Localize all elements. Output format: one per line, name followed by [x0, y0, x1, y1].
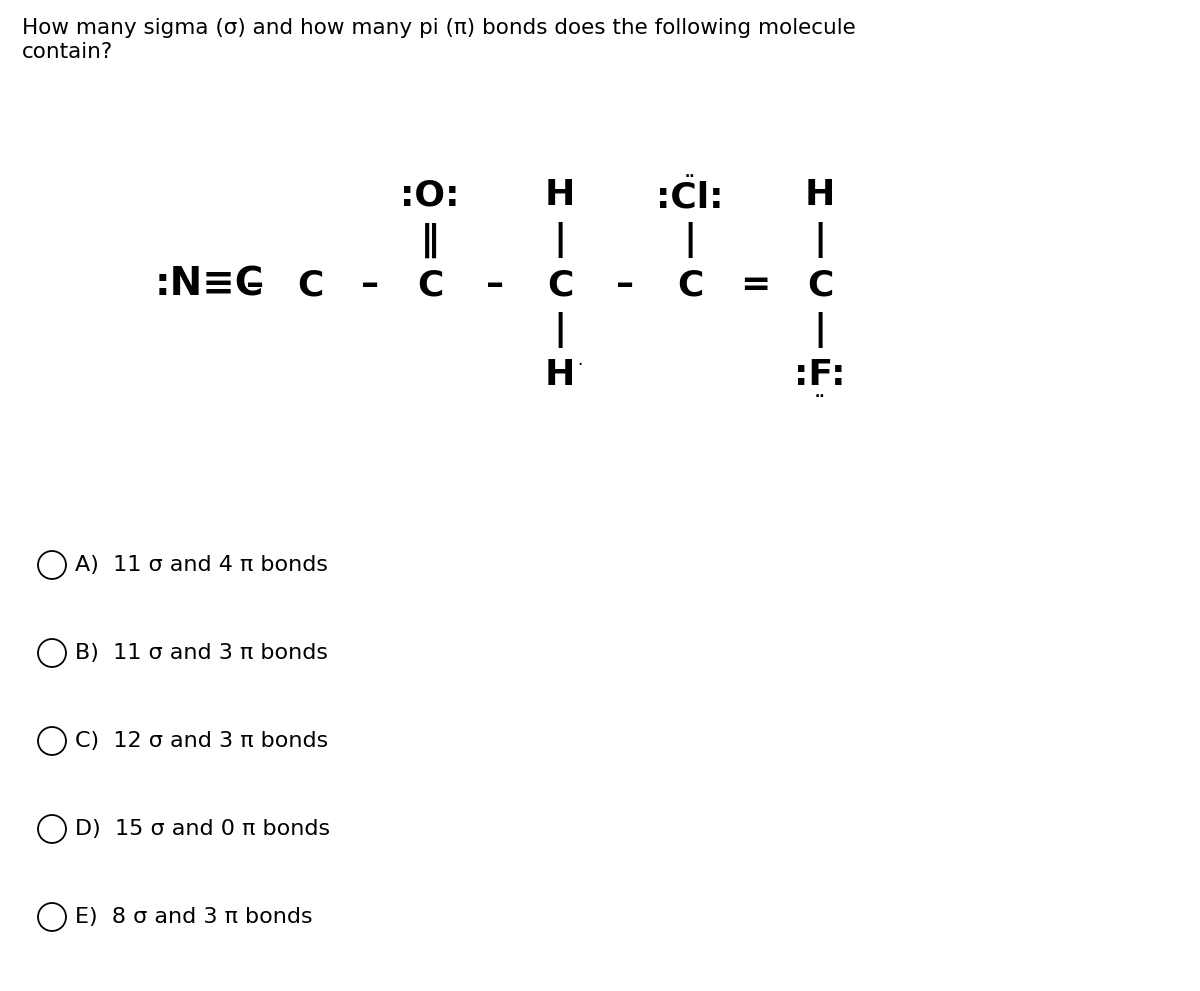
Text: :O:: :O: — [401, 178, 460, 212]
Text: :F:: :F: — [794, 358, 846, 392]
Text: B)  11 σ and 3 π bonds: B) 11 σ and 3 π bonds — [74, 643, 328, 663]
Text: =: = — [740, 268, 770, 302]
Text: |: | — [553, 222, 566, 258]
Text: C: C — [806, 268, 833, 302]
Text: |: | — [683, 222, 697, 258]
Text: H: H — [805, 178, 835, 212]
Text: How many sigma (σ) and how many pi (π) bonds does the following molecule: How many sigma (σ) and how many pi (π) b… — [22, 18, 856, 38]
Text: :N≡C: :N≡C — [155, 266, 264, 304]
Text: C: C — [677, 268, 703, 302]
Text: H: H — [545, 358, 575, 392]
Text: .: . — [577, 351, 583, 369]
Text: C)  12 σ and 3 π bonds: C) 12 σ and 3 π bonds — [74, 731, 329, 751]
Text: |: | — [814, 222, 827, 258]
Text: –: – — [616, 268, 634, 302]
Text: ··: ·· — [815, 390, 826, 404]
Text: –: – — [486, 268, 504, 302]
Text: |: | — [814, 312, 827, 348]
Text: –: – — [246, 268, 264, 302]
Text: D)  15 σ and 0 π bonds: D) 15 σ and 0 π bonds — [74, 819, 330, 839]
Text: C: C — [296, 268, 323, 302]
Text: |: | — [553, 312, 566, 348]
Text: C: C — [547, 268, 574, 302]
Text: ··: ·· — [685, 170, 695, 184]
Text: E)  8 σ and 3 π bonds: E) 8 σ and 3 π bonds — [74, 907, 313, 927]
Text: –: – — [361, 268, 379, 302]
Text: :Cl:: :Cl: — [656, 180, 724, 214]
Text: H: H — [545, 178, 575, 212]
Text: C: C — [416, 268, 443, 302]
Text: ∥: ∥ — [421, 222, 439, 258]
Text: contain?: contain? — [22, 42, 113, 62]
Text: A)  11 σ and 4 π bonds: A) 11 σ and 4 π bonds — [74, 555, 328, 575]
